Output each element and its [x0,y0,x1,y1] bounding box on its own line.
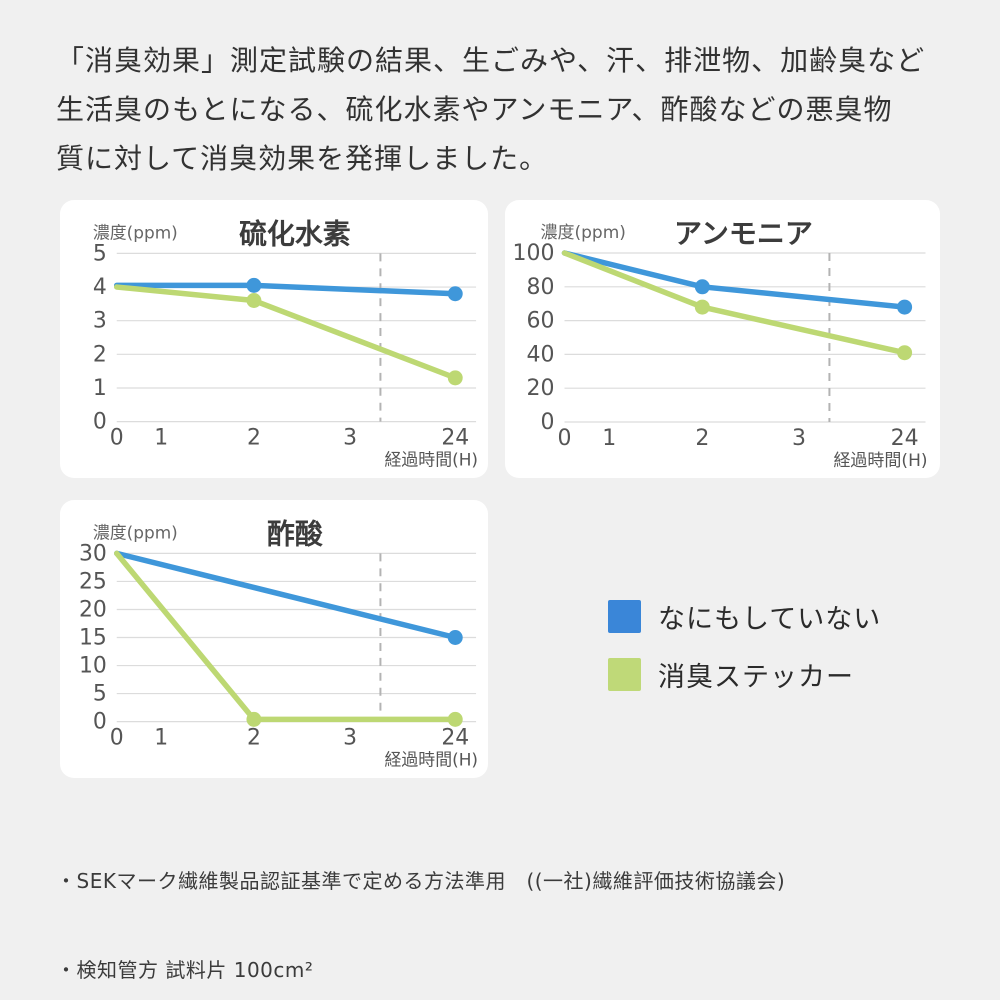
x-tick-label: 0 [110,726,124,751]
y-tick-label: 100 [513,241,555,266]
x-tick-label: 1 [602,426,616,451]
x-tick-label: 24 [441,726,469,751]
footnotes: ・SEKマーク繊維製品認証基準で定める方法準用 ((一社)繊維評価技術協議会) … [56,808,966,1000]
x-tick-label: 3 [343,726,357,751]
data-point [897,345,913,361]
y-tick-label: 20 [79,597,107,622]
x-tick-label: 0 [110,426,124,451]
x-tick-label: 3 [792,426,806,451]
y-tick-label: 20 [527,376,555,401]
y-axis-unit-label: 濃度(ppm) [541,223,626,243]
legend-swatch-blue [608,600,641,633]
footnote-line-1: ・SEKマーク繊維製品認証基準で定める方法準用 ((一社)繊維評価技術協議会) [56,869,786,893]
x-tick-label: 1 [154,726,168,751]
chart-title: 硫化水素 [239,217,350,250]
y-tick-label: 10 [79,654,107,679]
y-tick-label: 5 [93,682,107,707]
header-line-3: 質に対して消臭効果を発揮しました。 [56,142,549,175]
data-point [447,370,463,386]
y-axis-unit-label: 濃度(ppm) [93,222,178,242]
legend-label-untreated: なにもしていない [658,604,882,635]
series-line [113,284,458,381]
data-point [447,711,463,727]
data-point [897,299,913,315]
x-axis-label: 経過時間(H) [833,451,927,471]
y-tick-label: 0 [93,710,107,735]
series-line [561,250,908,310]
chart-card-hydrogen-sulfide: 5 4 3 2 1 0 0 1 2 3 24 濃度(ppm) 硫化水素 経過時間(H) [60,200,488,478]
x-tick-label: 2 [695,426,709,451]
legend-label-sticker: 消臭ステッカー [658,662,854,693]
y-tick-label: 25 [79,569,107,594]
series-line [113,550,458,641]
y-tick-label: 15 [79,625,107,650]
y-tick-label: 3 [93,309,107,334]
legend-item-untreated: なにもしていない [608,597,881,636]
y-tick-label: 80 [527,275,555,300]
legend-item-sticker: 消臭ステッカー [608,655,881,694]
x-tick-label: 0 [558,426,572,451]
y-tick-label: 2 [93,342,107,367]
y-tick-label: 30 [79,541,107,566]
x-tick-label: 1 [154,426,168,451]
y-tick-label: 40 [527,342,555,367]
x-tick-label: 2 [247,426,261,451]
header-line-1: 「消臭効果」測定試験の結果、生ごみや、汗、排泄物、加齢臭など [56,44,926,77]
x-tick-label: 24 [441,426,469,451]
data-point [694,279,710,295]
chart-title: 酢酸 [267,517,323,550]
y-tick-label: 1 [93,376,107,401]
legend: なにもしていない 消臭ステッカー [608,597,881,694]
chart-card-acetic-acid: 30 25 20 15 10 5 0 0 1 2 3 24 濃度(ppm) 酢酸 経過時間(H) [60,500,488,778]
y-tick-label: 60 [527,309,555,334]
chart-card-ammonia: 100 80 60 40 20 0 0 1 2 3 24 濃度(ppm) アンモニア 経過時間(H) [505,200,940,478]
series-line [113,550,458,723]
y-tick-label: 0 [541,410,555,435]
header-text: 「消臭効果」測定試験の結果、生ごみや、汗、排泄物、加齢臭など 生活臭のもとになる… [56,36,956,183]
data-point [447,630,463,645]
data-point [694,299,710,315]
x-tick-label: 24 [891,426,919,451]
data-point [246,293,262,308]
footnote-line-2: ・検知管方 試料片 100cm² [56,957,314,982]
x-axis-label: 経過時間(H) [385,449,479,469]
y-axis-unit-label: 濃度(ppm) [93,522,178,542]
y-tick-label: 5 [93,241,107,266]
chart-title: アンモニア [674,217,813,250]
legend-swatch-green [608,658,641,691]
data-point [246,277,262,293]
data-point [447,286,463,302]
x-axis-label: 経過時間(H) [385,749,479,769]
y-tick-label: 4 [93,275,107,300]
y-tick-label: 0 [93,410,107,435]
header-line-2: 生活臭のもとになる、硫化水素やアンモニア、酢酸などの悪臭物 [56,93,893,126]
data-point [246,711,262,727]
x-tick-label: 3 [343,426,357,451]
x-tick-label: 2 [247,726,261,751]
